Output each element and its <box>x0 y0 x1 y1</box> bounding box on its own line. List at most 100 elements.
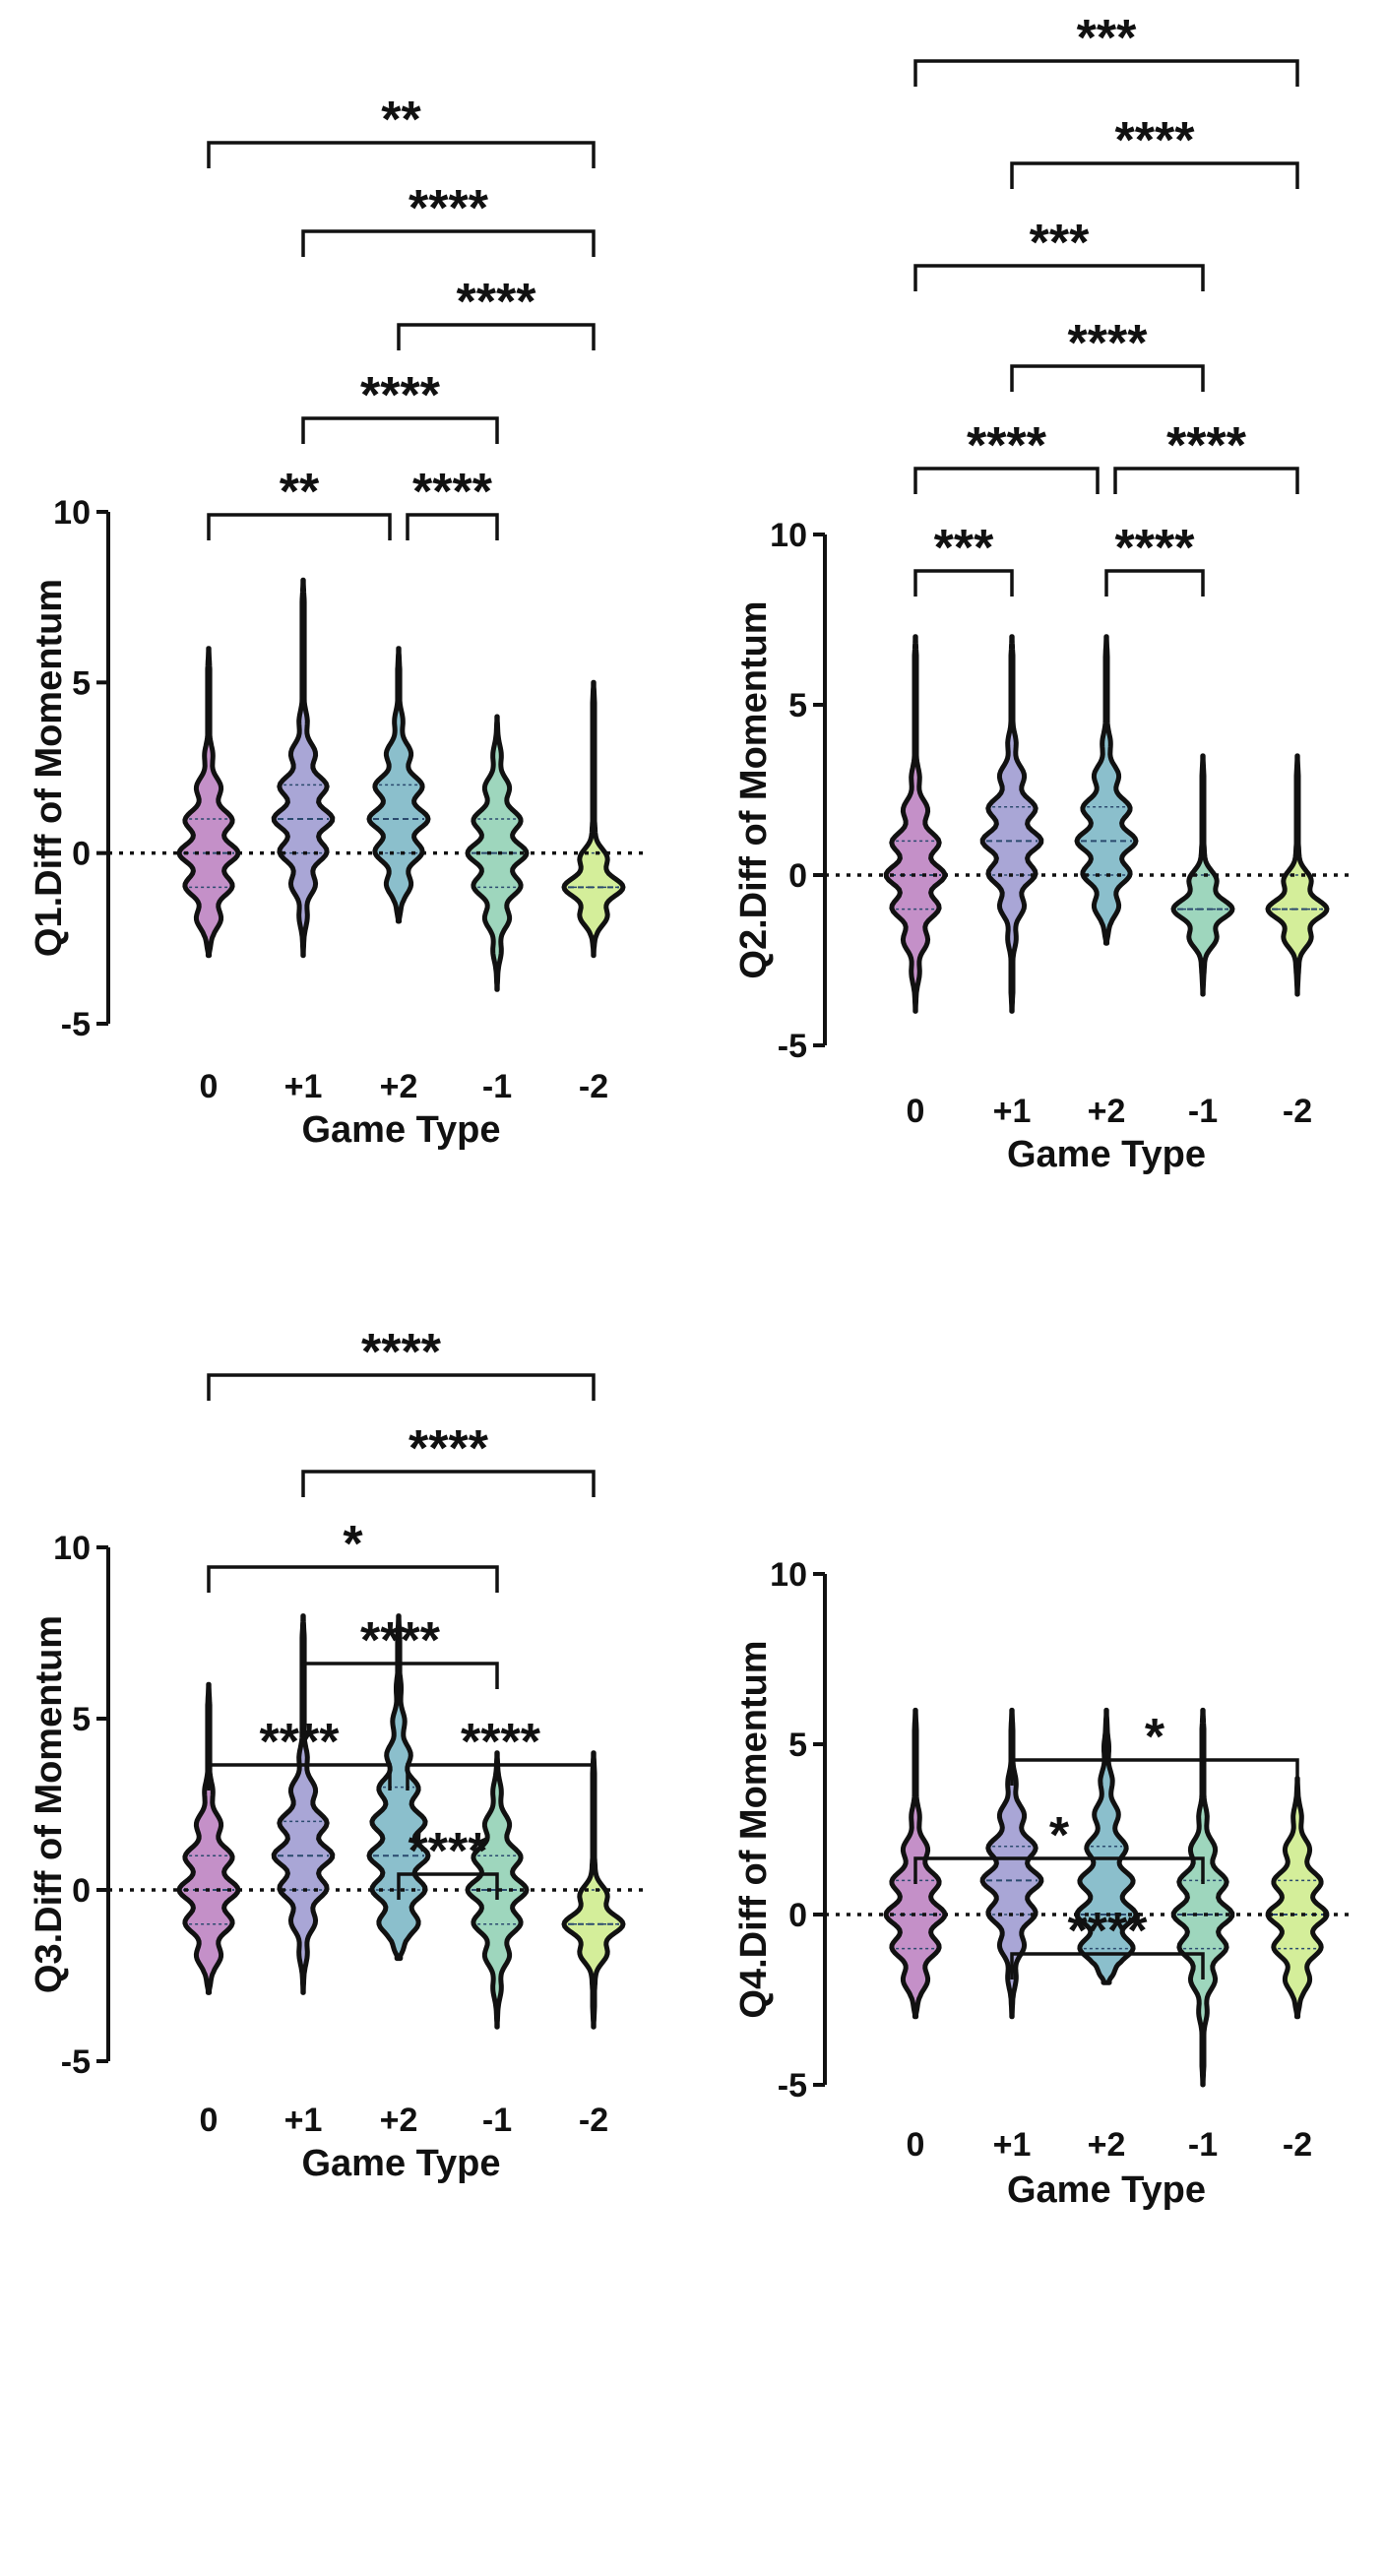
violin-body <box>979 634 1044 1014</box>
x-tick-label: 0 <box>907 1093 925 1130</box>
y-axis-title: Q3.Diff of Momentum <box>29 1615 70 1993</box>
x-tick-label: 0 <box>200 2102 219 2139</box>
significance-bracket: **** <box>301 180 596 257</box>
y-tick-label: 0 <box>72 836 91 873</box>
x-tick-label: +1 <box>284 2102 323 2139</box>
bracket-line <box>1010 1758 1299 1786</box>
bracket-line <box>207 513 392 540</box>
bracket-line <box>207 1373 596 1401</box>
significance-bracket: **** <box>1010 1903 1205 1979</box>
significance-bracket: * <box>207 1516 499 1593</box>
violin--1 <box>1170 1707 1235 2088</box>
significance-label: **** <box>1166 417 1247 474</box>
y-tick-label: 10 <box>770 517 807 554</box>
x-tick-label: -2 <box>579 1068 608 1105</box>
violin-body <box>1265 1776 1330 2020</box>
violin--1 <box>1170 753 1235 997</box>
bracket-line <box>301 1662 499 1689</box>
bracket-line <box>913 264 1205 291</box>
y-tick-label: 0 <box>788 857 807 895</box>
panel-q3: 10 5 0 -5 0 +1 +2 -1 -2 Game Type Q3.Diff of Momen… <box>29 1324 648 2184</box>
significance-label: *** <box>934 520 994 577</box>
significance-bracket: **** <box>1113 417 1299 494</box>
significance-label: **** <box>412 464 493 521</box>
bracket-line <box>913 569 1014 597</box>
x-axis-title: Game Type <box>301 2143 500 2184</box>
bracket-line <box>913 467 1100 494</box>
x-tick-label: +2 <box>1088 2126 1126 2164</box>
x-tick-label: +2 <box>380 1068 418 1105</box>
x-tick-label: +2 <box>380 2102 418 2139</box>
y-tick-label: -5 <box>61 2043 91 2081</box>
significance-bracket: ** <box>207 464 392 540</box>
bracket-line <box>1010 161 1299 189</box>
significance-label: *** <box>1030 215 1090 272</box>
significance-label: **** <box>1068 315 1149 372</box>
y-axis-title: Q1.Diff of Momentum <box>29 579 70 957</box>
x-tick-label: -1 <box>482 1068 512 1105</box>
violin-+2 <box>366 646 431 924</box>
violin-body <box>1074 634 1139 946</box>
significance-label: **** <box>360 367 441 424</box>
significance-bracket: *** <box>913 520 1014 597</box>
panel-q4: 10 5 0 -5 0 +1 +2 -1 -2 Game Type Q4.Diff of Momen… <box>733 1556 1352 2211</box>
x-tick-label: +2 <box>1088 1093 1126 1130</box>
significance-label: *** <box>1077 10 1137 67</box>
significance-label: **** <box>409 1823 489 1880</box>
violin-body <box>561 679 626 959</box>
y-tick-label: 10 <box>770 1556 807 1594</box>
x-tick-label: -1 <box>1188 2126 1218 2164</box>
y-axis-title: Q4.Diff of Momentum <box>733 1640 775 2018</box>
x-axis-title: Game Type <box>301 1109 500 1151</box>
significance-label: * <box>343 1516 363 1573</box>
y-tick-label: 5 <box>788 1727 807 1764</box>
significance-bracket: **** <box>406 1714 596 1791</box>
bracket-line <box>301 416 499 444</box>
bracket-line <box>301 229 596 257</box>
x-tick-label: 0 <box>200 1068 219 1105</box>
significance-label: ** <box>381 92 421 149</box>
bracket-line <box>397 323 596 350</box>
significance-label: * <box>1049 1807 1070 1864</box>
violin-0 <box>176 646 241 959</box>
violin-body <box>271 577 336 959</box>
violin--2 <box>561 679 626 959</box>
violin-0 <box>883 634 948 1014</box>
x-axis-title: Game Type <box>1007 1134 1206 1175</box>
x-tick-label: -2 <box>1283 2126 1312 2164</box>
violin-body <box>271 1613 336 1995</box>
violin-body <box>176 646 241 959</box>
violin-+1 <box>271 1613 336 1995</box>
significance-label: **** <box>1115 520 1196 577</box>
y-tick-label: -5 <box>778 1028 807 1065</box>
significance-label: **** <box>360 1612 441 1669</box>
violin-+1 <box>271 577 336 959</box>
x-tick-label: -1 <box>1188 1093 1218 1130</box>
x-axis-title: Game Type <box>1007 2169 1206 2211</box>
significance-label: ** <box>280 464 320 521</box>
significance-bracket: *** <box>913 215 1205 291</box>
bracket-line <box>1104 569 1205 597</box>
bracket-line <box>406 513 499 540</box>
x-tick-label: +1 <box>993 1093 1032 1130</box>
significance-bracket: **** <box>1010 112 1299 189</box>
violin--1 <box>465 714 530 992</box>
x-tick-label: 0 <box>907 2126 925 2164</box>
significance-bracket: **** <box>1104 520 1205 597</box>
bracket-line <box>913 1856 1205 1884</box>
bracket-line <box>406 1763 596 1791</box>
violin--2 <box>1265 1776 1330 2020</box>
significance-bracket: **** <box>1010 315 1205 392</box>
y-tick-label: 5 <box>788 687 807 724</box>
panel-q1: 10 5 0 -5 0 +1 +2 -1 -2 Game Type Q1.Diff of Momen… <box>29 92 648 1151</box>
y-tick-label: -5 <box>61 1006 91 1043</box>
violin--2 <box>561 1750 626 2030</box>
x-tick-label: -2 <box>1283 1093 1312 1130</box>
y-tick-label: 10 <box>53 494 91 532</box>
bracket-line <box>913 59 1299 87</box>
bracket-line <box>207 1763 392 1791</box>
significance-label: **** <box>409 1420 489 1477</box>
significance-label: **** <box>1068 1903 1149 1960</box>
y-tick-label: 0 <box>72 1872 91 1910</box>
